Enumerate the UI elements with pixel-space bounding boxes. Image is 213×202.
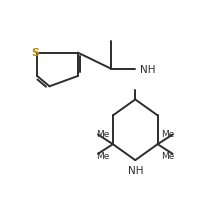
Text: Me: Me xyxy=(161,129,174,138)
Text: Me: Me xyxy=(96,129,110,138)
Text: Me: Me xyxy=(96,151,110,160)
Text: S: S xyxy=(31,47,39,57)
Text: Me: Me xyxy=(161,151,174,160)
Text: NH: NH xyxy=(128,166,143,176)
Text: NH: NH xyxy=(140,64,155,74)
